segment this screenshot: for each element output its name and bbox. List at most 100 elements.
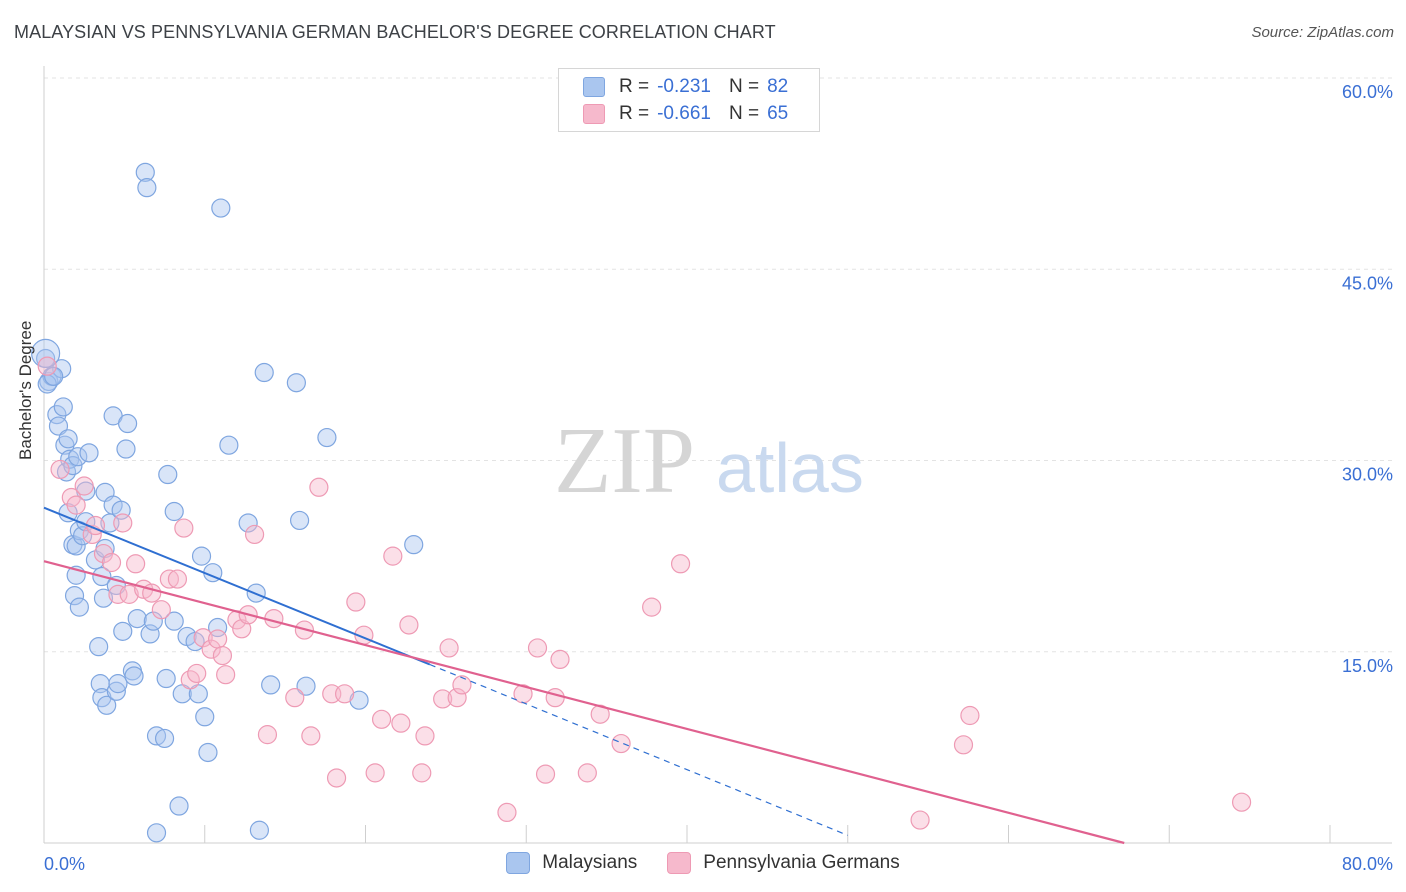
pennsylvania-germans-point	[670, 554, 691, 574]
malaysians-point	[53, 397, 73, 417]
pennsylvania-germans-point	[159, 569, 179, 589]
watermark-zip: ZIP	[554, 409, 695, 513]
pennsylvania-germans-point	[527, 638, 548, 658]
pennsylvania-germans-point	[371, 709, 392, 729]
malaysians-point	[198, 742, 218, 763]
pennsylvania-germans-point	[208, 629, 228, 649]
pennsylvania-germans-point	[433, 689, 453, 709]
malaysians-point	[296, 676, 316, 696]
watermark-atlas: atlas	[716, 429, 864, 507]
malaysians-point	[117, 413, 138, 434]
pennsylvania-germans-point	[335, 684, 355, 704]
malaysians-point	[79, 443, 99, 463]
malaysians-point	[58, 429, 78, 449]
malaysians-point	[66, 536, 86, 556]
malaysians-point	[108, 674, 128, 694]
pennsylvania-germans-point	[391, 713, 411, 733]
malaysians-point	[143, 611, 163, 631]
pennsylvania-germans-point	[285, 688, 305, 708]
malaysians-point	[93, 588, 114, 608]
pennsylvania-germans-points	[37, 356, 1252, 830]
legend-item-pennsylvania-germans[interactable]: Pennsylvania Germans	[667, 852, 900, 874]
y-tick-label: 30.0%	[1342, 465, 1393, 485]
legend-swatch-blue	[506, 852, 531, 874]
pennsylvania-germans-point	[497, 802, 517, 823]
pennsylvania-germans-point	[174, 518, 194, 538]
legend-r-value: -0.231	[657, 76, 711, 97]
pennsylvania-germans-point	[399, 615, 419, 635]
legend-n-label: N =	[728, 103, 760, 124]
malaysians-point	[48, 416, 69, 436]
malaysians-point	[124, 666, 144, 686]
series-legend: Malaysians Pennsylvania Germans	[0, 852, 1406, 874]
legend-r-label: R =	[619, 76, 650, 97]
chart-source: Source: ZipAtlas.com	[1251, 24, 1394, 41]
pennsylvania-germans-point	[545, 688, 565, 708]
legend-label-malaysians: Malaysians	[542, 852, 638, 873]
pennsylvania-germans-point	[37, 356, 57, 376]
malaysians-point	[69, 597, 89, 617]
legend-item-malaysians[interactable]: Malaysians	[506, 852, 637, 874]
gridlines	[44, 77, 1392, 653]
pennsylvania-germans-point	[953, 735, 974, 755]
pennsylvania-germans-point	[50, 459, 70, 480]
watermark: ZIP atlas	[554, 409, 864, 513]
malaysians-point	[208, 617, 228, 638]
malaysians-point	[106, 681, 126, 701]
malaysians-point	[68, 447, 88, 467]
malaysians-point	[146, 823, 167, 843]
chart-title: MALAYSIAN VS PENNSYLVANIA GERMAN BACHELO…	[14, 22, 776, 42]
malaysians-point	[195, 707, 215, 727]
malaysians-trend-line	[43, 506, 431, 666]
pennsylvania-germans-point	[257, 725, 278, 745]
pennsylvania-germans-point	[119, 584, 139, 604]
pennsylvania-germans-trend-line	[43, 560, 1125, 845]
malaysians-point	[31, 338, 61, 368]
malaysians-points	[31, 162, 424, 843]
axes	[43, 66, 1392, 844]
malaysians-point	[317, 427, 337, 448]
malaysians-point	[72, 526, 93, 546]
malaysians-point	[44, 366, 64, 386]
y-axis-label: Bachelor's Degree	[16, 320, 35, 460]
malaysians-point	[164, 611, 184, 631]
pennsylvania-germans-point	[244, 524, 265, 545]
malaysians-point	[254, 362, 274, 383]
malaysians-point	[116, 439, 136, 459]
pennsylvania-germans-point	[326, 768, 347, 788]
pennsylvania-germans-point	[383, 546, 403, 566]
malaysians-point	[154, 728, 175, 749]
pennsylvania-germans-point	[212, 645, 233, 666]
pennsylvania-germans-point	[66, 495, 86, 515]
legend-r-label: R =	[619, 103, 650, 124]
malaysians-point	[289, 510, 310, 531]
malaysians-point	[261, 675, 281, 695]
legend-n-label: N =	[728, 76, 760, 97]
pennsylvania-germans-point	[193, 628, 213, 648]
pennsylvania-germans-point	[201, 639, 221, 659]
malaysians-point	[135, 162, 155, 182]
malaysians-point	[286, 373, 306, 393]
malaysians-point	[156, 668, 176, 689]
pennsylvania-germans-point	[101, 552, 122, 573]
legend-swatch-pink	[583, 104, 605, 124]
pennsylvania-germans-point	[126, 554, 146, 574]
pennsylvania-germans-point	[535, 764, 556, 784]
malaysians-point	[158, 464, 178, 485]
malaysians-point	[140, 624, 160, 644]
malaysians-point	[113, 621, 133, 641]
legend-label-pennsylvania-germans: Pennsylvania Germans	[703, 852, 900, 873]
pennsylvania-germans-point	[452, 675, 472, 695]
pennsylvania-germans-point	[108, 584, 128, 604]
malaysians-point	[164, 501, 184, 522]
pennsylvania-germans-point	[642, 597, 662, 617]
pennsylvania-germans-point	[151, 600, 171, 620]
trend-lines	[43, 506, 1125, 845]
pennsylvania-germans-point	[577, 763, 597, 783]
tick-labels: 15.0% 30.0% 45.0% 60.0% 0.0% 80.0%	[44, 82, 1393, 874]
pennsylvania-germans-point	[216, 665, 236, 685]
malaysians-point	[249, 820, 270, 840]
legend-row-malaysians: R = -0.231 N = 82	[583, 75, 788, 99]
pennsylvania-germans-point	[1231, 792, 1252, 812]
